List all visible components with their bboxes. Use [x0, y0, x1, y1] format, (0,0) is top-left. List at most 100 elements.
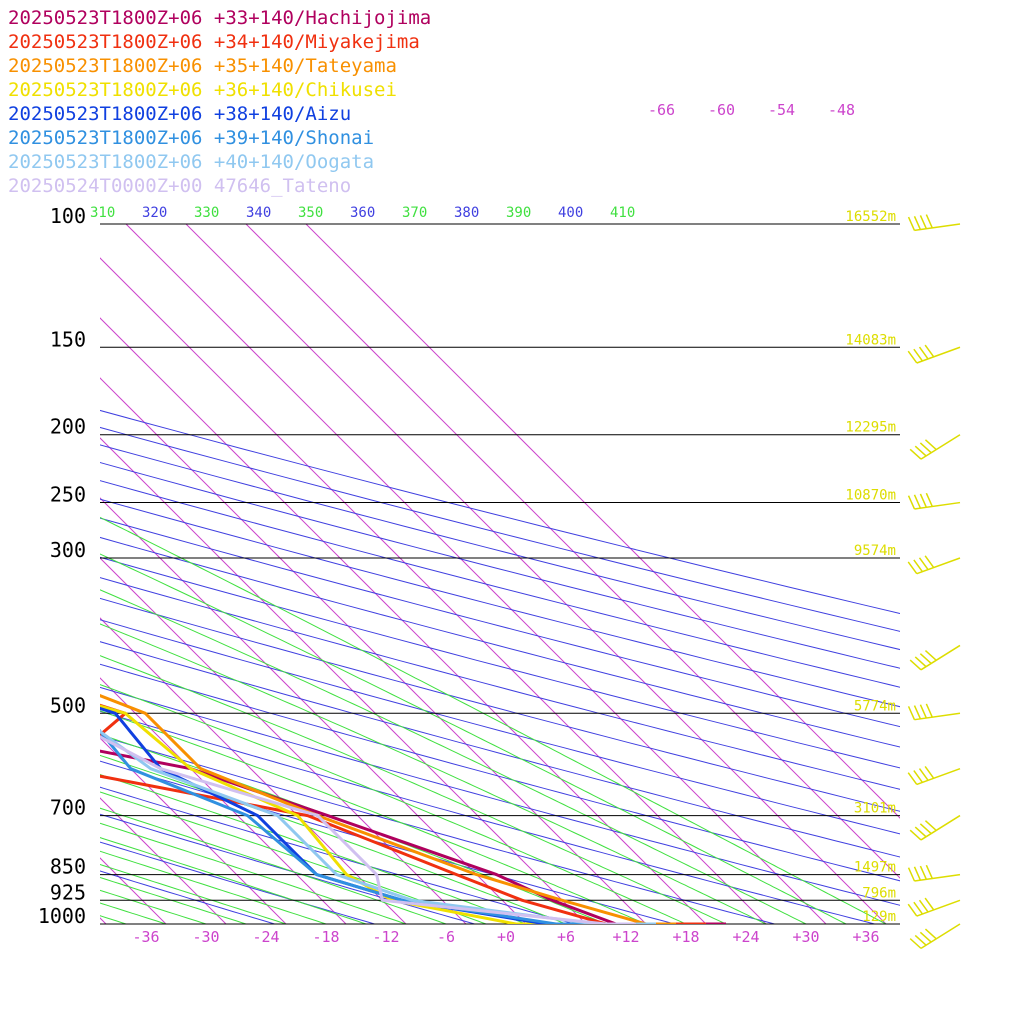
dry-adiabat-line	[100, 641, 900, 858]
dry-adiabat-line	[100, 444, 900, 651]
isotherm-line	[100, 557, 467, 924]
dry-adiabat-line	[100, 663, 900, 882]
theta-label: 340	[246, 205, 271, 221]
dry-adiabat-line	[100, 462, 900, 669]
dry-adiabat-line	[100, 480, 900, 688]
temperature-tick-label: +6	[557, 928, 575, 946]
temperature-tick-label: -30	[192, 928, 219, 946]
theta-label: 410	[610, 205, 635, 221]
temperature-tick-label: +0	[497, 928, 515, 946]
wind-barb	[907, 766, 961, 786]
legend-entry: 20250523T1800Z+06 +36+140/Chikusei	[8, 79, 397, 101]
height-label: 1497m	[854, 860, 896, 876]
moist-adiabat-line	[100, 863, 287, 924]
pressure-label: 850	[50, 855, 86, 879]
height-label: 14083m	[845, 332, 896, 348]
wind-barb	[907, 344, 961, 364]
sounding-profiles	[100, 693, 726, 924]
isotherm-label: -54	[768, 101, 795, 119]
temperature-tick-label: -18	[312, 928, 339, 946]
moist-adiabat-line	[100, 516, 887, 924]
theta-label: 350	[298, 205, 323, 221]
isotherm-line	[100, 257, 767, 924]
theta-label: 330	[194, 205, 219, 221]
series-line	[100, 735, 636, 924]
temperature-tick-label: +18	[672, 928, 699, 946]
moist-adiabat-line	[100, 684, 687, 924]
wind-barbs	[907, 214, 961, 950]
isotherm-line	[185, 224, 887, 924]
isotherm-line	[100, 737, 287, 924]
dry-adiabat-line	[100, 556, 900, 769]
theta-label: 320	[142, 205, 167, 221]
wind-barb	[907, 555, 961, 575]
moist-adiabat-line	[100, 837, 367, 924]
moist-adiabat-line	[0, 192, 6, 924]
axis-labels: 16552m 14083m 12295m 10870m 9574m 5774m 3101m 1…	[90, 101, 896, 946]
pressure-label: 150	[50, 327, 86, 351]
isotherm-line	[305, 224, 900, 819]
dry-adiabat-line	[100, 813, 477, 924]
dry-adiabat-line	[100, 577, 900, 790]
height-label: 16552m	[845, 209, 896, 225]
dry-adiabat-line	[100, 619, 900, 835]
series-line	[100, 703, 706, 924]
dry-adiabat-line	[100, 760, 677, 924]
temperature-tick-label: +24	[732, 928, 759, 946]
legend-entry: 20250524T0000Z+00 47646_Tateno	[8, 175, 351, 197]
wind-barb	[909, 814, 961, 841]
legend-entry: 20250523T1800Z+06 +40+140/Oogata	[8, 151, 374, 173]
moist-adiabat-line	[100, 733, 607, 924]
legend-entry: 20250523T1800Z+06 +35+140/Tateyama	[8, 55, 397, 77]
height-label: 10870m	[845, 488, 896, 504]
legend-entry: 20250523T1800Z+06 +38+140/Aizu	[8, 103, 351, 125]
wind-barb	[907, 897, 961, 917]
wind-barb	[907, 214, 961, 232]
wind-barb	[907, 492, 961, 510]
dry-adiabat-line	[100, 870, 277, 924]
dry-adiabat-line	[100, 597, 900, 812]
wind-barb	[907, 864, 961, 882]
moist-adiabat-line	[100, 710, 647, 924]
temperature-tick-label: -24	[252, 928, 279, 946]
series-line	[100, 728, 656, 924]
pressure-label: 100	[50, 204, 86, 228]
height-label: 12295m	[845, 420, 896, 436]
legend-entry: 20250523T1800Z+06 +34+140/Miyakejima	[8, 31, 420, 53]
moist-adiabat-line	[0, 192, 46, 924]
moist-adiabat-line	[100, 773, 527, 924]
pressure-label: 925	[50, 880, 86, 904]
height-label: 3101m	[854, 801, 896, 817]
theta-label: 390	[506, 205, 531, 221]
isotherm-line	[245, 224, 900, 879]
dry-adiabat-lines	[100, 409, 900, 924]
temperature-tick-label: -6	[437, 928, 455, 946]
wind-barb	[907, 703, 961, 721]
series-line	[100, 749, 726, 924]
isotherm-label: -60	[708, 101, 735, 119]
pressure-label: 250	[50, 483, 86, 507]
pressure-label: 300	[50, 538, 86, 562]
wind-barb	[909, 434, 961, 460]
isotherm-line	[125, 224, 827, 924]
isotherm-label: -66	[648, 101, 675, 119]
moist-adiabat-line	[100, 655, 727, 924]
pressure-label: 500	[50, 693, 86, 717]
dry-adiabat-line	[100, 710, 877, 924]
dry-adiabat-line	[100, 786, 577, 924]
theta-label: 370	[402, 205, 427, 221]
height-label: 796m	[862, 885, 896, 901]
moist-adiabat-line	[100, 623, 767, 924]
moist-adiabat-line	[100, 589, 807, 924]
height-label: 129m	[862, 909, 896, 925]
height-label: 9574m	[854, 543, 896, 559]
height-label: 5774m	[854, 698, 896, 714]
moist-adiabat-line	[100, 553, 847, 924]
isotherm-line	[100, 497, 527, 924]
theta-label: 360	[350, 205, 375, 221]
theta-label: 380	[454, 205, 479, 221]
temperature-tick-label: -12	[372, 928, 399, 946]
series-line	[100, 729, 656, 924]
theta-label: 310	[90, 205, 115, 221]
